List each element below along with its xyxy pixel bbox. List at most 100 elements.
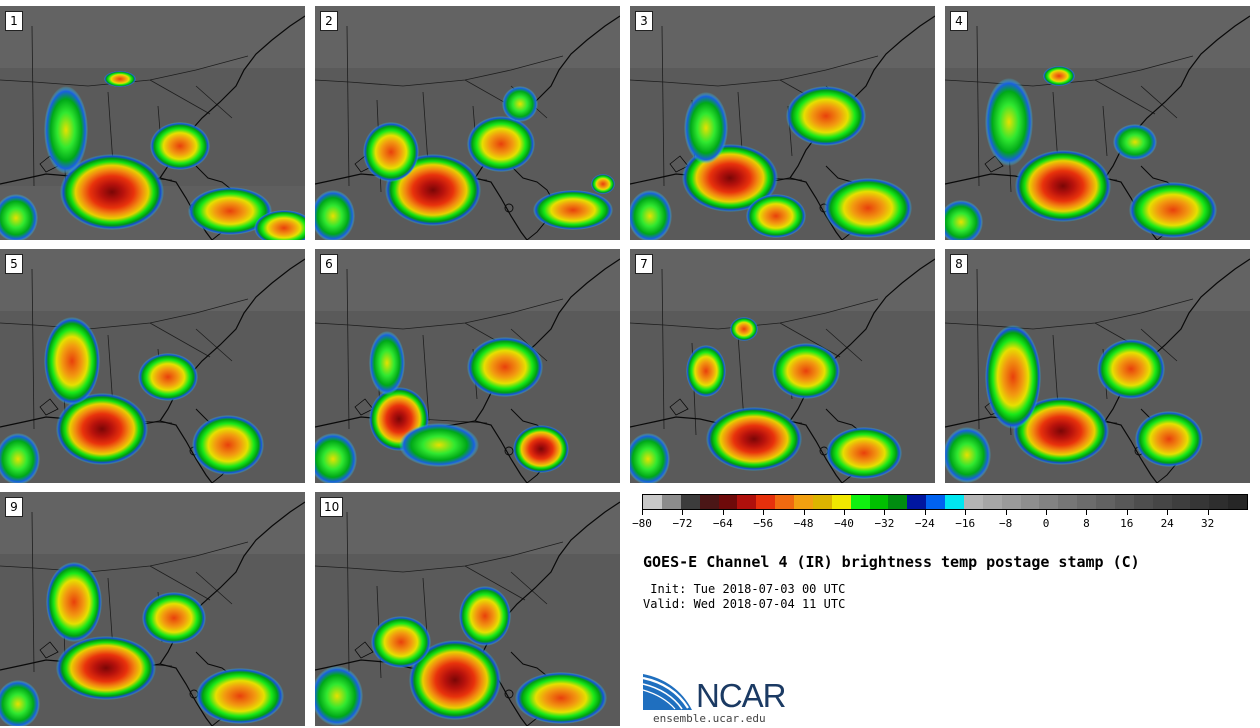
colorbar-segment — [1020, 495, 1040, 509]
colorbar-tick — [1046, 510, 1047, 515]
colorbar-tick — [1086, 510, 1088, 515]
colorbar-segment — [1058, 495, 1078, 509]
panel-number: 3 — [635, 11, 653, 31]
stamp-panel-2[interactable]: 2 — [315, 6, 620, 240]
figure-title: GOES-E Channel 4 (IR) brightness temp po… — [643, 553, 1140, 571]
colorbar-tick-label: −40 — [834, 517, 854, 530]
panel-number: 5 — [5, 254, 23, 274]
colorbar-tick — [965, 510, 967, 515]
brightness-temp-map — [630, 249, 935, 483]
logo-url[interactable]: ensemble.ucar.edu — [653, 712, 766, 725]
colorbar-tick-label: −80 — [632, 517, 652, 530]
colorbar-segment — [945, 495, 964, 509]
brightness-temp-map — [315, 249, 620, 483]
colorbar-segment — [756, 495, 776, 509]
colorbar-segment — [643, 495, 662, 509]
panel-number: 2 — [320, 11, 338, 31]
colorbar-segment — [907, 495, 927, 509]
valid-time: Valid: Wed 2018-07-04 11 UTC — [643, 597, 846, 611]
colorbar-tick-label: −8 — [998, 517, 1013, 530]
colorbar-segment — [1114, 495, 1134, 509]
panel-number: 8 — [950, 254, 968, 274]
colorbar-segment — [1209, 495, 1229, 509]
stamp-panel-3[interactable]: 3 — [630, 6, 935, 240]
colorbar-tick — [924, 510, 926, 515]
logo-wordmark: NCAR — [696, 677, 787, 714]
colorbar-tick-label: −48 — [793, 517, 814, 530]
panel-number: 1 — [5, 11, 23, 31]
colorbar-segment — [680, 495, 700, 509]
colorbar-segment — [1133, 495, 1153, 509]
colorbar-segment — [812, 495, 832, 509]
colorbar-tick — [844, 510, 845, 515]
brightness-temp-map — [945, 6, 1250, 240]
brightness-temp-map — [315, 492, 620, 726]
init-time: Init: Tue 2018-07-03 00 UTC — [643, 582, 846, 596]
colorbar-segment — [794, 495, 813, 509]
brightness-temp-map — [0, 249, 305, 483]
brightness-temp-map — [315, 6, 620, 240]
stamp-panel-9[interactable]: 9 — [0, 492, 305, 726]
stamp-panel-8[interactable]: 8 — [945, 249, 1250, 483]
colorbar-tick — [803, 510, 805, 515]
colorbar-segment — [831, 495, 851, 509]
brightness-temp-map — [0, 6, 305, 240]
colorbar-tick-label: −64 — [712, 517, 733, 530]
colorbar-segment — [737, 495, 757, 509]
panel-number: 4 — [950, 11, 968, 31]
brightness-temp-map — [945, 249, 1250, 483]
colorbar-segment — [850, 495, 870, 509]
colorbar-segment — [699, 495, 719, 509]
colorbar-tick-label: −24 — [914, 517, 935, 530]
stamp-panel-10[interactable]: 10 — [315, 492, 620, 726]
colorbar — [642, 494, 1248, 510]
colorbar-segment — [982, 495, 1002, 509]
colorbar-tick — [722, 510, 724, 515]
brightness-temp-map — [630, 6, 935, 240]
colorbar-tick-label: −32 — [874, 517, 895, 530]
colorbar-tick-label: 0 — [1042, 517, 1050, 530]
colorbar-segment — [1001, 495, 1021, 509]
stamp-panel-7[interactable]: 7 — [630, 249, 935, 483]
colorbar-tick-label: −72 — [672, 517, 693, 530]
colorbar-segment — [1228, 495, 1247, 509]
colorbar-tick — [884, 510, 886, 515]
colorbar-tick — [1207, 510, 1209, 515]
colorbar-segment — [888, 495, 908, 509]
panel-number: 10 — [320, 497, 344, 517]
colorbar-segment — [1096, 495, 1115, 509]
panel-number: 6 — [320, 254, 338, 274]
colorbar-segment — [775, 495, 794, 509]
stamp-panel-4[interactable]: 4 — [945, 6, 1250, 240]
colorbar-segment — [926, 495, 945, 509]
stamp-panel-6[interactable]: 6 — [315, 249, 620, 483]
ncar-logo[interactable]: NCAR ensemble.ucar.edu — [642, 670, 822, 725]
colorbar-ticks: −80 −72 −64 −56 −48 −40 −32 −24 −16 −8 0 8 16 24 32 — [632, 510, 1248, 536]
colorbar-tick — [1005, 510, 1007, 515]
colorbar-tick — [1167, 510, 1169, 515]
colorbar-tick — [682, 510, 684, 515]
colorbar-tick — [642, 510, 643, 515]
colorbar-segment — [963, 495, 983, 509]
colorbar-segment — [1190, 495, 1210, 509]
colorbar-segment — [1039, 495, 1059, 509]
colorbar-tick-label: 16 — [1120, 517, 1134, 530]
ncar-swoosh-icon — [642, 674, 692, 710]
colorbar-tick — [1126, 510, 1128, 515]
colorbar-tick-label: 8 — [1083, 517, 1090, 530]
stamp-panel-5[interactable]: 5 — [0, 249, 305, 483]
colorbar-tick-label: −56 — [753, 517, 774, 530]
panel-number: 7 — [635, 254, 653, 274]
colorbar-segment — [1077, 495, 1096, 509]
colorbar-tick-label: 32 — [1200, 517, 1215, 530]
colorbar-segment — [718, 495, 738, 509]
panel-number: 9 — [5, 497, 23, 517]
colorbar-tick-label: 24 — [1160, 517, 1174, 530]
colorbar-segment — [1171, 495, 1191, 509]
colorbar-segment — [869, 495, 889, 509]
stamp-panel-1[interactable]: 1 — [0, 6, 305, 240]
colorbar-tick-label: −16 — [955, 517, 976, 530]
colorbar-segment — [1152, 495, 1172, 509]
colorbar-segment — [661, 495, 681, 509]
colorbar-tick — [763, 510, 765, 515]
